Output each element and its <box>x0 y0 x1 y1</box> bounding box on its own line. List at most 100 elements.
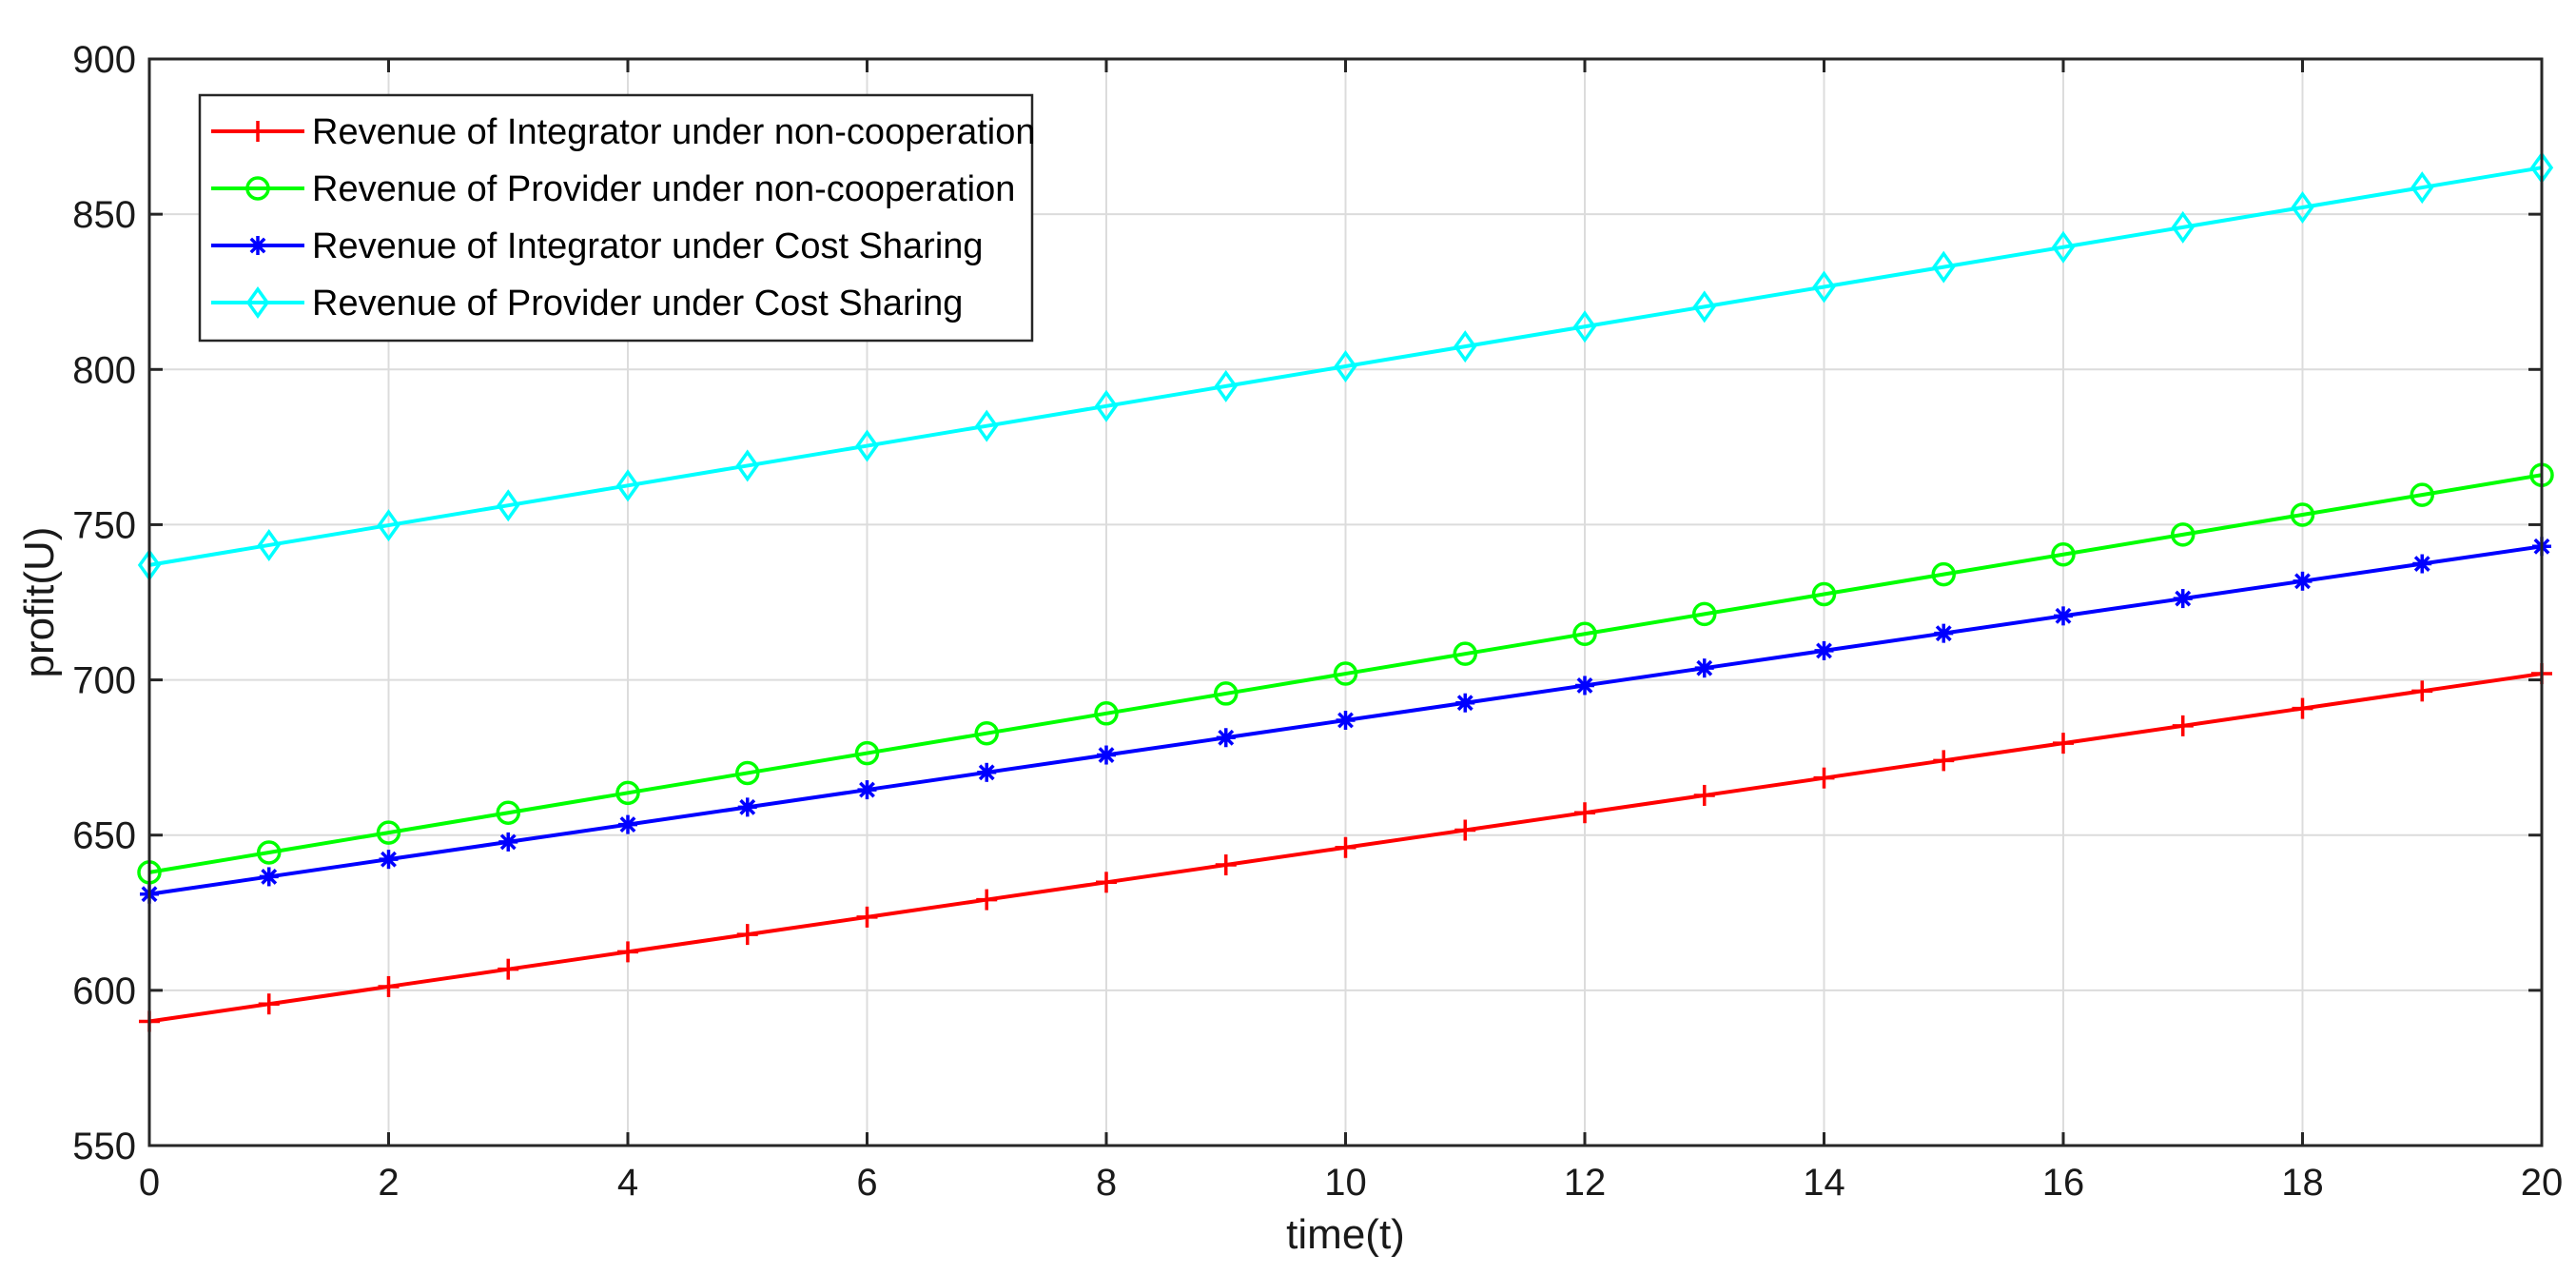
legend-entry: Revenue of Provider under non-cooperatio… <box>211 169 1015 209</box>
data-point-asterisk <box>2412 554 2432 574</box>
data-point-asterisk <box>379 850 399 870</box>
data-point-diamond <box>377 509 400 542</box>
legend-marker <box>247 121 268 142</box>
data-point-asterisk <box>498 832 518 852</box>
data-point-asterisk <box>1575 676 1594 696</box>
data-point-diamond <box>2291 190 2314 224</box>
data-point-diamond <box>615 469 640 502</box>
data-point-plus <box>1574 802 1595 824</box>
data-point-plus <box>736 924 758 946</box>
legend-entry: Revenue of Integrator under Cost Sharing <box>211 226 984 266</box>
data-point-plus <box>258 993 280 1015</box>
data-point-asterisk <box>2054 606 2073 626</box>
legend-entry: Revenue of Provider under Cost Sharing <box>211 284 963 323</box>
data-point-circle <box>1692 601 1717 627</box>
data-point-diamond <box>1692 290 1716 323</box>
x-tick-label: 4 <box>617 1162 638 1204</box>
data-point-plus <box>2292 697 2313 719</box>
data-point-asterisk <box>2293 571 2313 591</box>
x-tick-label: 10 <box>1324 1162 1367 1204</box>
data-point-plus <box>1693 784 1715 806</box>
data-point-plus <box>498 958 519 980</box>
data-point-plus <box>1335 836 1356 858</box>
legend-marker <box>245 285 270 320</box>
data-point-diamond <box>1334 350 1357 383</box>
data-point-circle <box>2051 542 2076 567</box>
data-point-asterisk <box>248 236 267 255</box>
data-point-asterisk <box>1455 693 1475 713</box>
x-tick-label: 6 <box>856 1162 877 1204</box>
data-point-asterisk <box>1694 658 1714 678</box>
data-point-asterisk <box>737 797 757 817</box>
series-line <box>148 473 2543 874</box>
data-point-circle <box>1453 641 1477 666</box>
data-point-circle <box>2410 482 2434 507</box>
data-point-asterisk <box>977 762 997 782</box>
legend-label: Revenue of Integrator under Cost Sharing <box>312 226 984 266</box>
data-point-asterisk <box>857 780 877 800</box>
legend-marker <box>245 176 270 201</box>
legend-label: Revenue of Integrator under non-cooperat… <box>312 112 1036 152</box>
data-point-diamond <box>735 449 759 482</box>
data-point-asterisk <box>2173 589 2193 609</box>
y-tick-label: 700 <box>72 660 136 702</box>
data-point-diamond <box>2051 230 2076 264</box>
y-axis-label: profit(U) <box>16 527 63 678</box>
data-point-plus <box>856 906 878 928</box>
legend-entry: Revenue of Integrator under non-cooperat… <box>211 112 1036 152</box>
x-tick-label: 8 <box>1096 1162 1117 1204</box>
data-point-diamond <box>1214 369 1238 402</box>
data-point-plus <box>1215 854 1237 876</box>
data-point-plus <box>617 941 638 963</box>
x-tick-label: 0 <box>139 1162 160 1204</box>
data-point-circle <box>854 740 880 766</box>
data-point-diamond <box>1094 389 1119 422</box>
tick-layer: 0 2 4 6 8 10 12 14 16 18 20 550 600 650 700 750 800 850 90… <box>72 39 2563 1204</box>
legend-marker <box>248 236 267 255</box>
data-point-circle <box>1094 701 1119 726</box>
data-point-asterisk <box>1814 640 1834 660</box>
data-point-circle <box>257 840 282 865</box>
data-point-circle <box>1333 661 1358 686</box>
series-group <box>140 537 2551 904</box>
data-point-diamond <box>1454 330 1477 363</box>
data-point-plus <box>1454 819 1476 841</box>
data-point-plus <box>2172 715 2194 736</box>
data-point-asterisk <box>618 814 637 834</box>
data-point-diamond <box>497 489 520 522</box>
data-point-circle <box>615 780 640 806</box>
data-point-diamond <box>1812 270 1836 304</box>
x-tick-label: 12 <box>1564 1162 1607 1204</box>
data-point-diamond <box>2410 171 2434 205</box>
legend: Revenue of Integrator under non-cooperat… <box>198 93 1036 343</box>
data-point-circle <box>1214 681 1239 706</box>
series-line <box>148 166 2543 567</box>
series-group <box>139 663 2552 1032</box>
data-point-circle <box>376 820 401 845</box>
x-tick-label: 2 <box>378 1162 399 1204</box>
data-point-plus <box>247 121 268 142</box>
data-point-plus <box>976 889 998 911</box>
y-tick-label: 650 <box>72 815 136 857</box>
legend-label: Revenue of Provider under Cost Sharing <box>312 284 963 323</box>
data-point-circle <box>1572 621 1597 647</box>
series-group <box>137 462 2554 885</box>
y-tick-label: 800 <box>72 349 136 391</box>
data-point-circle <box>2290 502 2315 527</box>
x-tick-label: 14 <box>1803 1162 1845 1204</box>
legend-box <box>198 93 1034 343</box>
x-tick-label: 20 <box>2521 1162 2564 1204</box>
data-point-diamond <box>245 285 270 320</box>
data-point-plus <box>378 975 400 997</box>
legend-label: Revenue of Provider under non-cooperatio… <box>312 169 1015 209</box>
x-tick-label: 16 <box>2042 1162 2085 1204</box>
data-point-plus <box>2053 733 2074 755</box>
data-point-circle <box>735 760 760 786</box>
y-tick-label: 750 <box>72 504 136 546</box>
data-point-diamond <box>975 409 999 442</box>
data-point-asterisk <box>1216 728 1236 748</box>
data-point-circle <box>245 176 270 201</box>
data-point-diamond <box>1932 250 1956 284</box>
y-tick-label: 900 <box>72 39 136 81</box>
